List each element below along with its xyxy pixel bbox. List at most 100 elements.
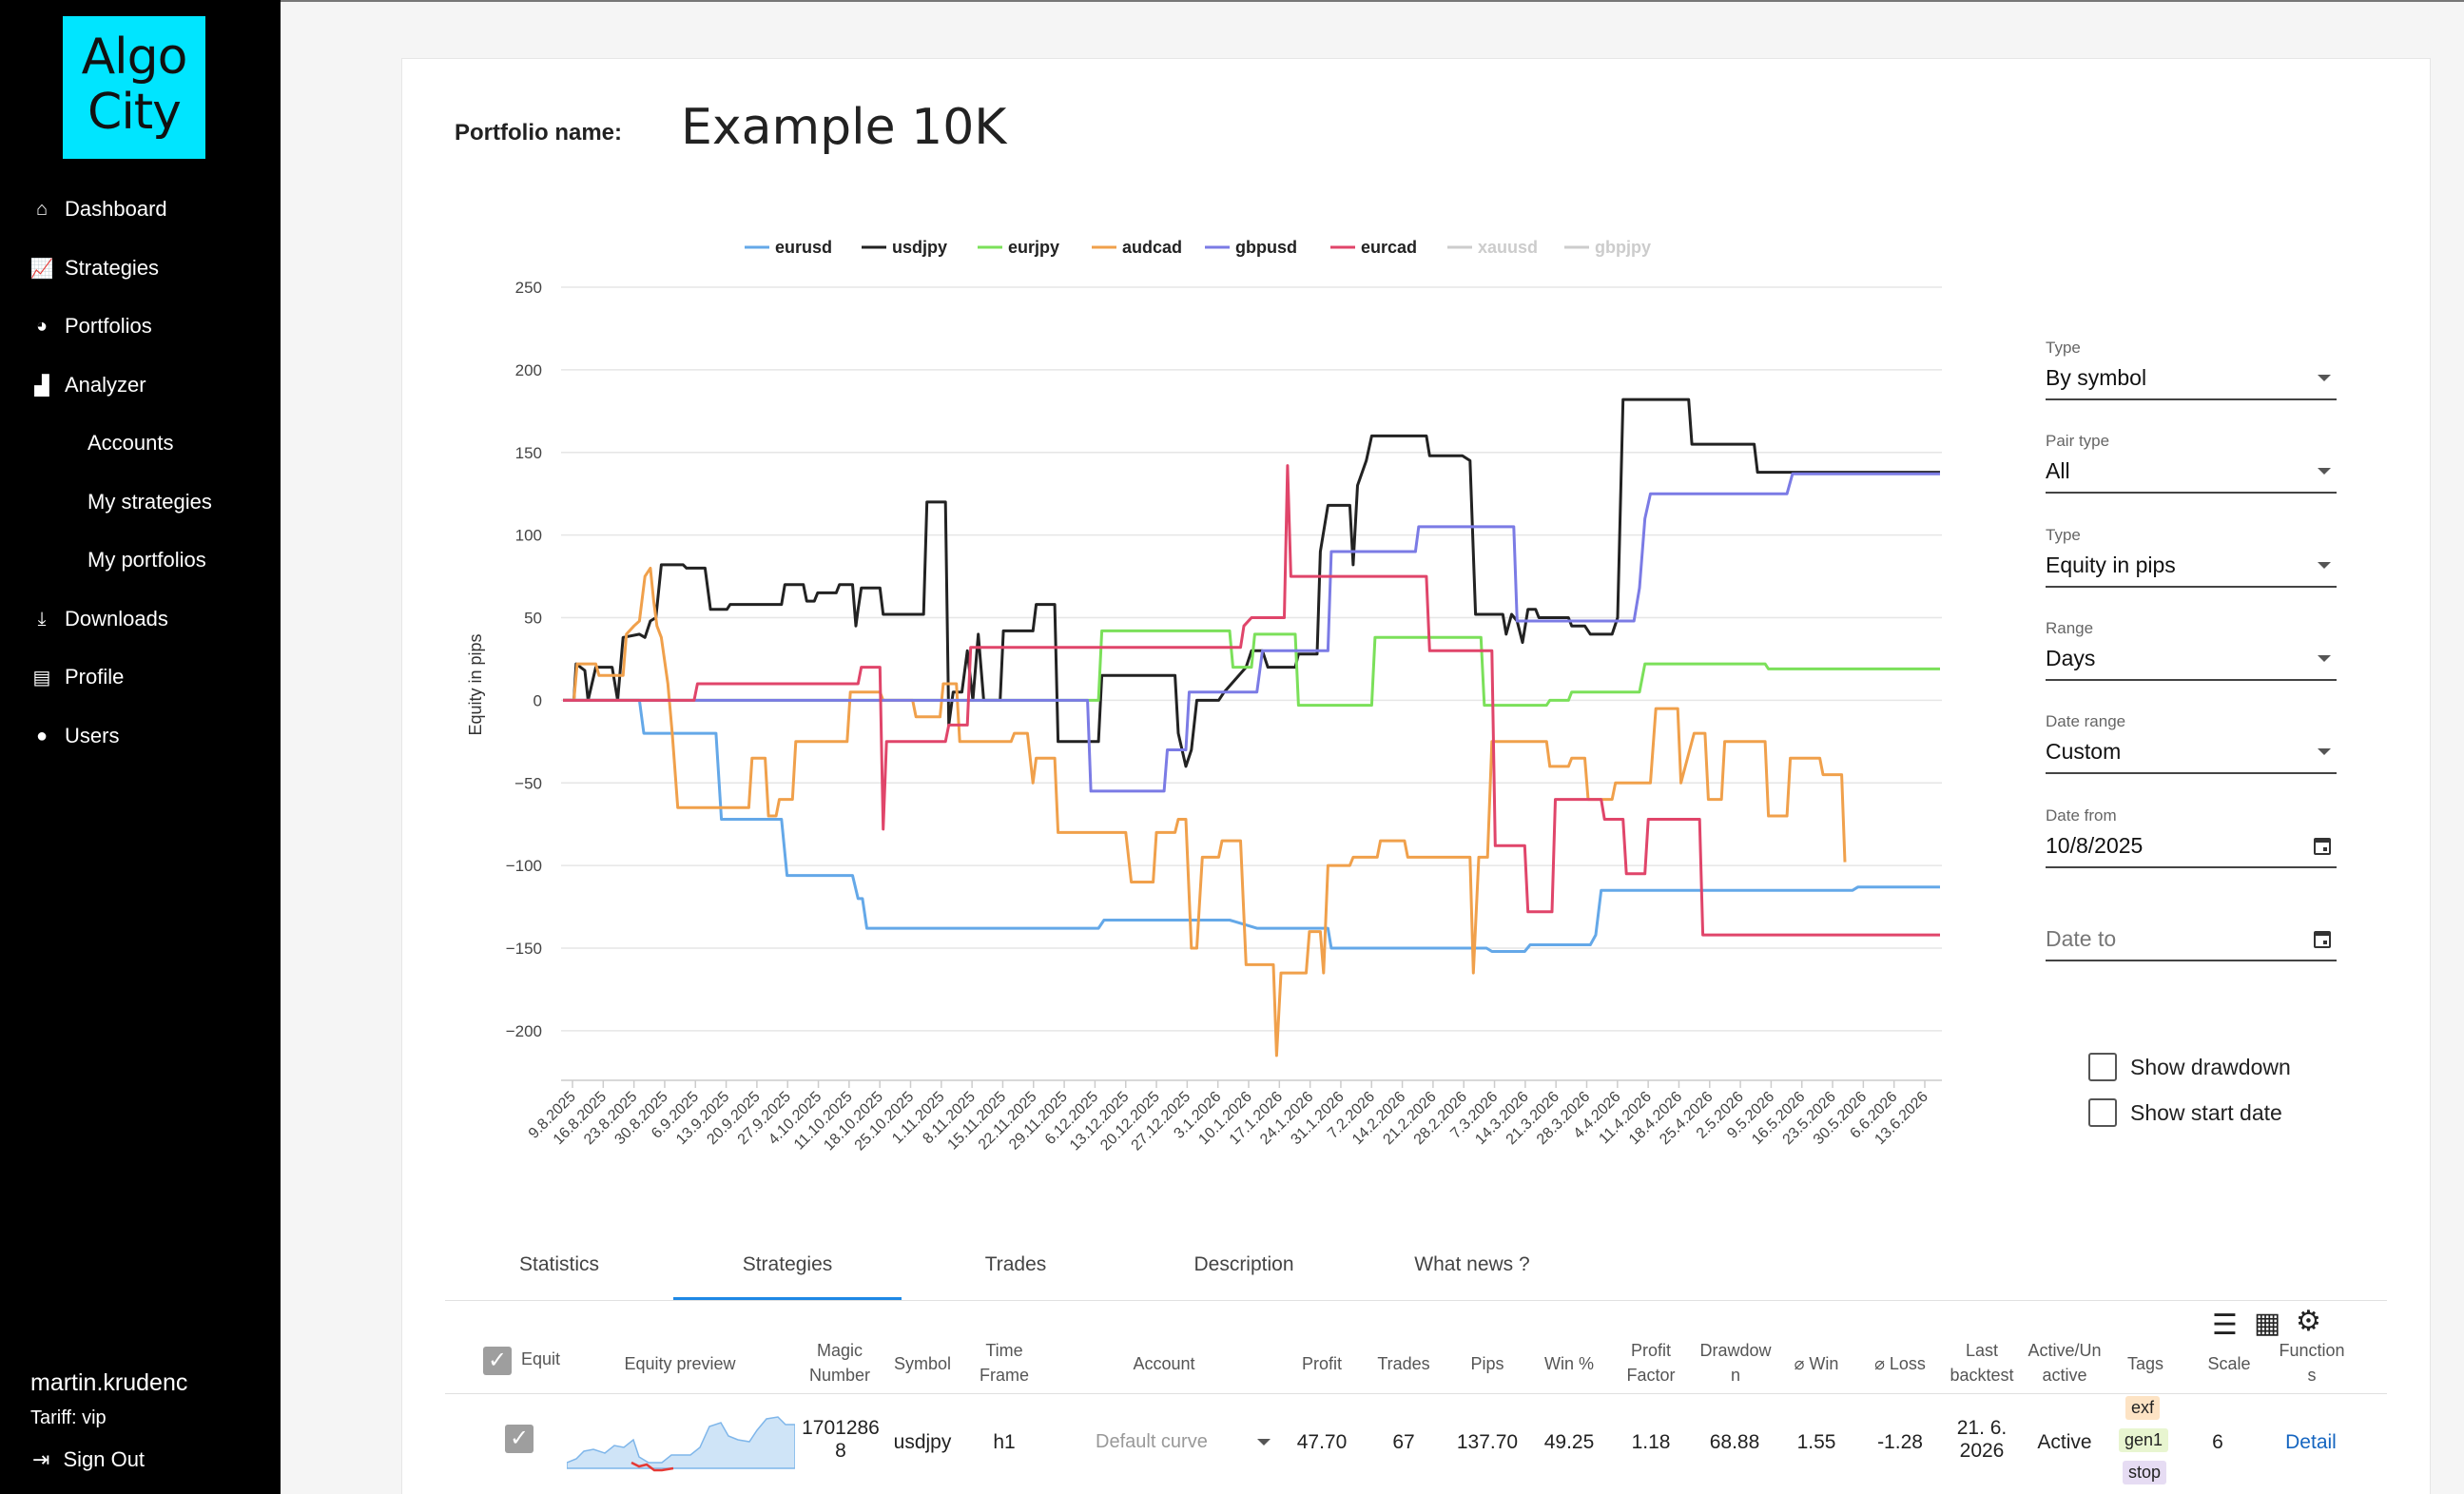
chevron-down-icon	[2318, 468, 2331, 475]
chart-legend: eurusd usdjpy eurjpy audcad gbpusd eurcad xauu…	[745, 238, 1651, 257]
equity-type-select[interactable]: Type Equity in pips	[2046, 526, 2337, 588]
area-chart-icon: ▟	[34, 375, 49, 397]
pair-type-select[interactable]: Pair type All	[2046, 432, 2337, 494]
tag-badge: stop	[2123, 1461, 2167, 1484]
tab-strategies[interactable]: Strategies	[742, 1253, 833, 1275]
user-name: martin.krudenc	[30, 1369, 188, 1396]
equity-type-select-label: Type	[2046, 526, 2081, 544]
y-tick-label: −200	[506, 1022, 542, 1040]
col-time-frame: Time Frame	[979, 1341, 1029, 1385]
sidebar-item-label: My strategies	[87, 490, 212, 514]
account-select-value: Default curve	[1096, 1431, 1208, 1452]
col-drawdown: Drawdow n	[1699, 1341, 1772, 1385]
legend-label-audcad[interactable]: audcad	[1122, 238, 1182, 257]
pair-type-select-value: All	[2046, 458, 2070, 483]
col-profit-factor: Profit Factor	[1626, 1341, 1676, 1385]
chevron-down-icon	[2318, 562, 2331, 569]
sidebar-item-downloads[interactable]: ⤓ Downloads	[29, 600, 168, 638]
type-select-value: By symbol	[2046, 365, 2147, 390]
sidebar-item-label: Profile	[65, 665, 125, 689]
sidebar-item-portfolios[interactable]: ◕ Portfolios	[29, 307, 152, 345]
sign-out-icon: ⇥	[32, 1447, 50, 1471]
last-backtest-cell: 21. 6. 2026	[1944, 1417, 2020, 1463]
col-pips: Pips	[1470, 1354, 1504, 1373]
sidebar-item-label: Accounts	[87, 431, 174, 455]
account-select[interactable]: Default curve	[1096, 1431, 1276, 1453]
tab-description[interactable]: Description	[1193, 1253, 1294, 1275]
table-header-divider	[445, 1393, 2387, 1394]
date-to-field[interactable]: . Date to	[2046, 900, 2337, 961]
show-drawdown-checkbox[interactable]: Show drawdown	[2088, 1053, 2291, 1081]
legend-label-gbpjpy[interactable]: gbpjpy	[1595, 238, 1651, 257]
series-line-eurjpy	[563, 629, 1940, 708]
checkbox-box[interactable]	[2088, 1098, 2117, 1127]
series-line-audcad	[563, 566, 1847, 1057]
legend-label-eurusd[interactable]: eurusd	[775, 238, 832, 257]
profit-cell: 47.70	[1296, 1431, 1348, 1453]
logo-line-2: City	[87, 84, 182, 141]
tab-statistics[interactable]: Statistics	[518, 1253, 600, 1275]
date-range-select[interactable]: Date range Custom	[2046, 712, 2337, 774]
profit-factor-cell: 1.18	[1631, 1431, 1671, 1453]
magic-number-line1: 1701286	[802, 1417, 880, 1439]
legend-label-usdjpy[interactable]: usdjpy	[892, 238, 947, 257]
col-tags: Tags	[2126, 1354, 2164, 1373]
y-tick-label: 200	[515, 361, 542, 379]
sidebar-item-label: Portfolios	[65, 314, 152, 338]
date-from-label: Date from	[2046, 806, 2117, 825]
sidebar-item-label: Users	[65, 724, 120, 747]
legend-label-xauusd[interactable]: xauusd	[1478, 238, 1538, 257]
grid-view-icon[interactable]: ▦	[2254, 1308, 2281, 1339]
col-magic-number: Magic Number	[808, 1341, 871, 1385]
calendar-icon[interactable]	[2314, 837, 2331, 855]
last-backtest-line1: 21. 6.	[1956, 1417, 2008, 1439]
pie-chart-icon: ◕	[35, 315, 49, 337]
col-account: Account	[1133, 1354, 1195, 1373]
sidebar-item-my-portfolios[interactable]: My portfolios	[87, 541, 206, 579]
trades-cell: 67	[1392, 1431, 1415, 1453]
algo-city-logo[interactable]: Algo City	[63, 16, 205, 159]
tab-trades[interactable]: Trades	[984, 1253, 1047, 1275]
sidebar-item-strategies[interactable]: 📈 Strategies	[29, 249, 160, 287]
list-view-icon[interactable]: ☰	[2212, 1310, 2238, 1341]
date-from-field[interactable]: Date from 10/8/2025	[2046, 806, 2337, 868]
show-start-date-checkbox[interactable]: Show start date	[2088, 1098, 2282, 1127]
avg-win-cell: 1.55	[1796, 1431, 1836, 1453]
gear-icon[interactable]: ⚙	[2296, 1306, 2321, 1337]
win-pct-cell: 49.25	[1543, 1431, 1595, 1453]
sidebar-item-users[interactable]: ● Users	[29, 717, 120, 755]
sidebar-item-my-strategies[interactable]: My strategies	[87, 483, 212, 521]
checkbox-box[interactable]	[2088, 1053, 2117, 1081]
chevron-down-icon	[2318, 375, 2331, 381]
sidebar-item-accounts[interactable]: Accounts	[87, 424, 174, 462]
date-range-select-label: Date range	[2046, 712, 2126, 730]
symbol-cell: usdjpy	[893, 1431, 952, 1453]
select-all-checkbox[interactable]: ✓	[483, 1347, 512, 1375]
chart-line-icon: 📈	[29, 258, 54, 280]
pair-type-select-label: Pair type	[2046, 432, 2110, 450]
sidebar-item-profile[interactable]: ▤ Profile	[29, 658, 125, 696]
detail-link-label: Detail	[2285, 1431, 2337, 1453]
sidebar-item-analyzer[interactable]: ▟ Analyzer	[29, 366, 146, 404]
range-select[interactable]: Range Days	[2046, 619, 2337, 681]
calendar-icon[interactable]	[2314, 930, 2331, 948]
sidebar-item-label: Downloads	[65, 607, 168, 631]
sign-out-button[interactable]: ⇥ Sign Out	[32, 1447, 145, 1472]
col-active: Active/Un active	[2027, 1341, 2102, 1385]
avg-loss-cell: -1.28	[1877, 1431, 1923, 1453]
type-select[interactable]: Type By symbol	[2046, 339, 2337, 400]
tab-whats-new[interactable]: What news ?	[1414, 1253, 1530, 1275]
row-checkbox[interactable]: ✓	[505, 1425, 534, 1453]
home-icon: ⌂	[35, 198, 49, 220]
legend-label-eurcad[interactable]: eurcad	[1361, 238, 1417, 257]
legend-label-gbpusd[interactable]: gbpusd	[1235, 238, 1297, 257]
legend-label-eurjpy[interactable]: eurjpy	[1008, 238, 1059, 257]
top-divider	[281, 0, 2464, 2]
detail-link[interactable]: Detail	[2273, 1431, 2349, 1454]
series-line-eurusd	[563, 698, 1940, 953]
sidebar-item-dashboard[interactable]: ⌂ Dashboard	[29, 190, 167, 228]
sidebar-item-label: Strategies	[65, 256, 160, 280]
sidebar-item-label: My portfolios	[87, 548, 206, 572]
magic-number-line2: 8	[835, 1440, 846, 1462]
sidebar-item-label: Dashboard	[65, 197, 167, 221]
